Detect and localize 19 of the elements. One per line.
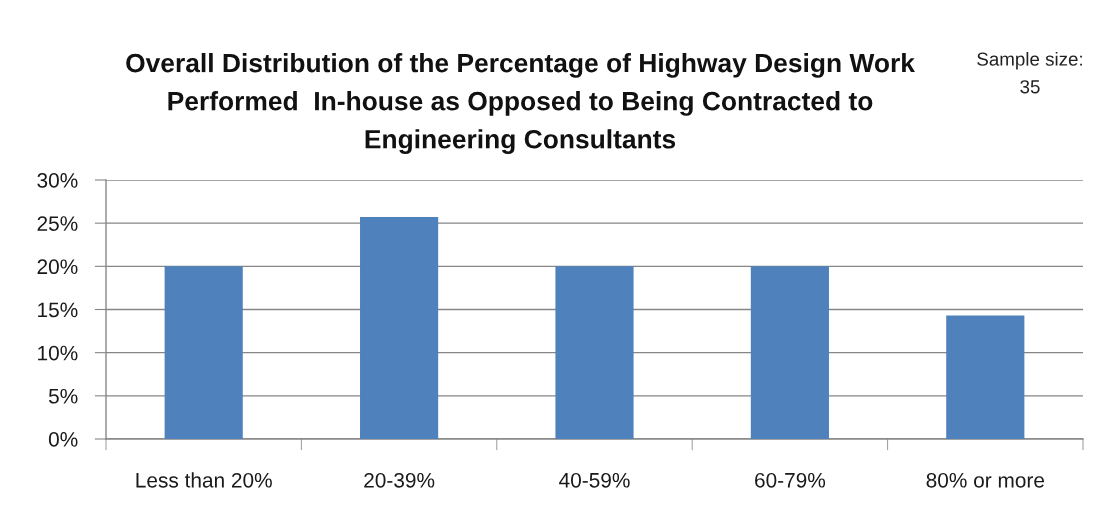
y-tick-label: 25% xyxy=(37,216,78,231)
bar xyxy=(164,266,243,439)
bar xyxy=(946,315,1025,439)
x-tick-label: Less than 20% xyxy=(136,472,272,488)
text: Sample size: 35 xyxy=(977,52,1082,94)
x-tick-label: 40-59% xyxy=(559,472,630,488)
chart-title: Overall Distribution of the Percentage of Highway Design Work Performed In-house as Opposed to Being Contracted to Engineering Consultants xyxy=(126,53,915,154)
bar xyxy=(360,217,439,439)
y-tick-label: 30% xyxy=(37,173,78,188)
y-tick-label: 5% xyxy=(48,388,78,404)
y-tick-label: 15% xyxy=(38,302,78,318)
x-tick-label: 80% or more xyxy=(926,472,1045,488)
y-tick-label: 20% xyxy=(37,259,78,275)
y-tick-label: 10% xyxy=(38,345,78,361)
bar xyxy=(750,266,829,439)
x-tick-label: 20-39% xyxy=(364,472,435,488)
bar xyxy=(555,266,634,439)
y-tick-label: 0% xyxy=(48,432,78,447)
x-tick-label: 60-79% xyxy=(755,472,826,488)
